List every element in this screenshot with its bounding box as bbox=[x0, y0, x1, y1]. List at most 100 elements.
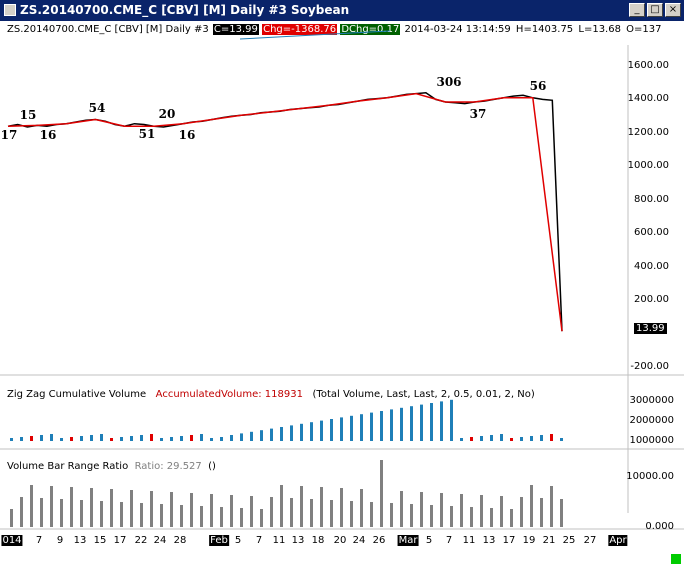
window-title: ZS.20140700.CME_C [CBV] [M] Daily #3 Soy… bbox=[20, 3, 350, 17]
ratio-axis-label: 10000.00 bbox=[626, 471, 674, 482]
volume-bar bbox=[10, 438, 13, 441]
pivot-label: 306 bbox=[436, 75, 462, 89]
volume-bar bbox=[40, 435, 43, 441]
volume-bar bbox=[80, 436, 83, 441]
ratio-bar bbox=[370, 502, 373, 527]
zigzag-line bbox=[7, 92, 563, 332]
maximize-button[interactable]: □ bbox=[647, 3, 663, 17]
ratio-bar bbox=[410, 504, 413, 527]
volume-bar bbox=[530, 436, 533, 441]
volume-axis-label: 2000000 bbox=[629, 415, 674, 426]
ratio-bar bbox=[280, 485, 283, 527]
time-axis-label: 7 bbox=[445, 535, 453, 546]
volume-bar bbox=[470, 437, 473, 441]
volume-bar bbox=[340, 417, 343, 441]
last-value-badge: 13.99 bbox=[634, 323, 667, 334]
time-axis-label: 15 bbox=[93, 535, 107, 546]
pivot-label: 16 bbox=[178, 128, 196, 142]
ratio-bar bbox=[300, 486, 303, 527]
time-axis-label: Apr bbox=[608, 535, 628, 546]
ratio-bar bbox=[490, 508, 493, 527]
volume-bar bbox=[60, 438, 63, 441]
ratio-bar bbox=[540, 498, 543, 527]
price-axis-label: -200.00 bbox=[630, 361, 669, 372]
ratio-bar bbox=[70, 487, 73, 527]
volume-bar bbox=[280, 427, 283, 441]
volume-bars bbox=[10, 399, 563, 441]
scroll-corner[interactable] bbox=[671, 554, 681, 564]
volume-bar bbox=[450, 399, 453, 441]
time-axis-label: Feb bbox=[209, 535, 229, 546]
volume-bar bbox=[270, 428, 273, 441]
time-axis-label: 26 bbox=[372, 535, 386, 546]
volume-bar bbox=[350, 415, 353, 441]
ratio-bar bbox=[130, 490, 133, 527]
volume-bar bbox=[430, 403, 433, 441]
volume-bar bbox=[160, 438, 163, 441]
header-datetime: 2014-03-24 13:14:59 bbox=[404, 24, 511, 35]
ratio-bar bbox=[170, 492, 173, 527]
time-axis-label: 13 bbox=[291, 535, 305, 546]
ratio-bar bbox=[110, 489, 113, 527]
ratio-bar bbox=[240, 508, 243, 527]
ratio-bar bbox=[480, 495, 483, 527]
pivot-label: 16 bbox=[39, 128, 57, 142]
ratio-bar bbox=[400, 491, 403, 527]
price-axis-label: 200.00 bbox=[634, 294, 669, 305]
time-axis-label: 9 bbox=[56, 535, 64, 546]
ratio-bar bbox=[380, 460, 383, 527]
close-button[interactable]: × bbox=[665, 3, 681, 17]
header-close: C=13.99 bbox=[212, 24, 259, 35]
zigzag-value: AccumulatedVolume: 118931 bbox=[155, 389, 303, 400]
volume-bar bbox=[90, 435, 93, 441]
volume-bar bbox=[560, 438, 563, 441]
ratio-bar bbox=[80, 500, 83, 527]
volume-bar bbox=[200, 434, 203, 441]
time-axis-label: Mar bbox=[397, 535, 419, 546]
volume-bar bbox=[310, 422, 313, 441]
ratio-bar bbox=[20, 497, 23, 527]
ratio-bar bbox=[520, 497, 523, 527]
chart-window-icon bbox=[4, 4, 16, 16]
header-symbol: ZS.20140700.CME_C [CBV] [M] Daily #3 bbox=[7, 24, 209, 35]
minimize-button[interactable]: _ bbox=[629, 3, 645, 17]
volume-bar bbox=[460, 438, 463, 441]
ratio-bar bbox=[360, 489, 363, 527]
ratio-bar bbox=[500, 496, 503, 527]
volume-axis-label: 1000000 bbox=[629, 435, 674, 446]
volume-bar bbox=[410, 406, 413, 441]
ratio-bar bbox=[90, 488, 93, 527]
ratio-bar bbox=[220, 507, 223, 527]
ratio-bar bbox=[560, 499, 563, 527]
ratio-bar bbox=[390, 503, 393, 527]
ratio-bar bbox=[160, 504, 163, 527]
time-axis-label: 25 bbox=[562, 535, 576, 546]
volume-bar bbox=[140, 435, 143, 441]
volume-bar bbox=[360, 414, 363, 441]
ratio-bar bbox=[190, 493, 193, 527]
volume-bar bbox=[380, 411, 383, 441]
time-axis-label: 22 bbox=[134, 535, 148, 546]
ratio-params: () bbox=[208, 461, 216, 472]
price-header: ZS.20140700.CME_C [CBV] [M] Daily #3 C=1… bbox=[6, 24, 662, 35]
price-axis-label: 800.00 bbox=[634, 194, 669, 205]
ratio-bar bbox=[530, 485, 533, 527]
chart-svg bbox=[0, 30, 684, 530]
ratio-bar bbox=[470, 507, 473, 527]
pivot-label: 56 bbox=[529, 79, 547, 93]
time-axis-label: 20 bbox=[333, 535, 347, 546]
volume-bar bbox=[230, 435, 233, 441]
price-axis-label: 600.00 bbox=[634, 227, 669, 238]
ratio-bar bbox=[150, 491, 153, 527]
ratio-bar bbox=[350, 501, 353, 527]
ratio-panel-title: Volume Bar Range Ratio Ratio: 29.527 () bbox=[7, 461, 216, 472]
ratio-bar bbox=[30, 485, 33, 527]
pivot-label: 17 bbox=[0, 128, 18, 142]
ratio-bar bbox=[430, 505, 433, 527]
header-underline bbox=[239, 30, 391, 40]
ratio-bar bbox=[310, 499, 313, 527]
ratio-bar bbox=[140, 503, 143, 527]
header-dchange: DChg=0.17 bbox=[340, 24, 401, 35]
ratio-bar bbox=[250, 496, 253, 527]
chart-pane[interactable]: ZS.20140700.CME_C [CBV] [M] Daily #3 C=1… bbox=[0, 21, 684, 567]
